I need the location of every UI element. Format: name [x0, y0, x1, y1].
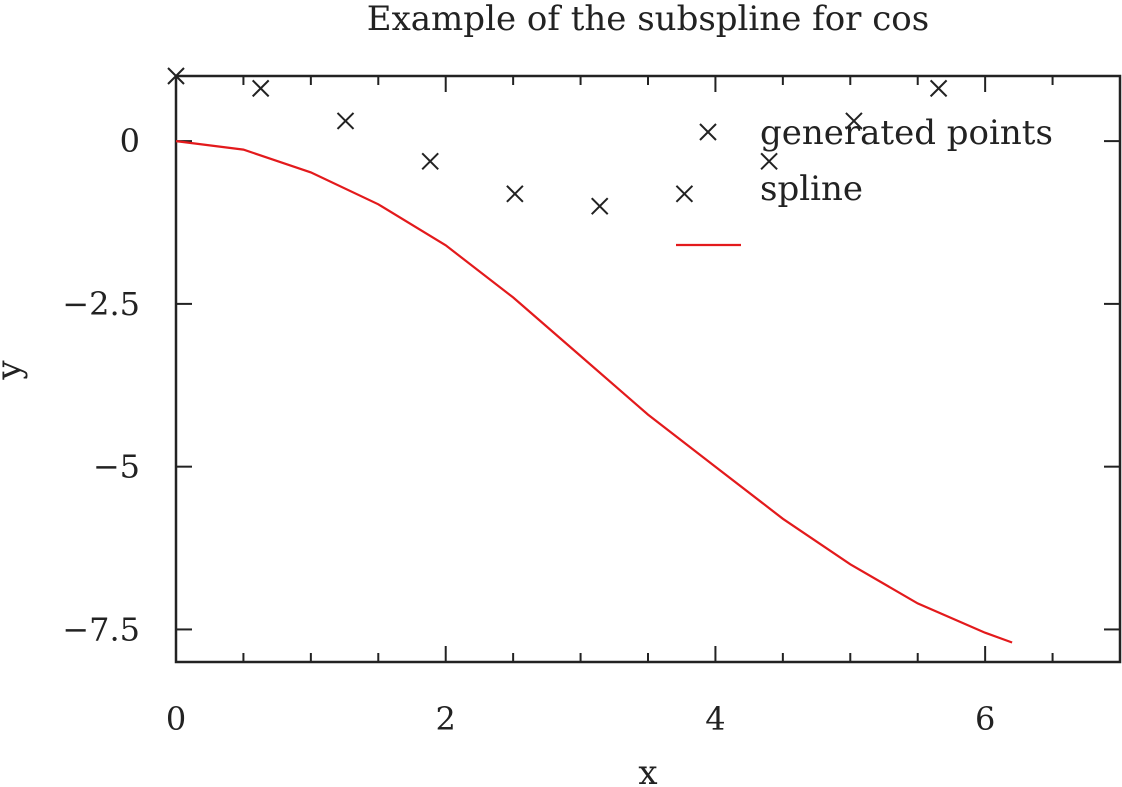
data-point-stroke: [845, 112, 863, 130]
data-point: [167, 67, 185, 85]
x-axis-label: x: [638, 753, 657, 787]
data-point-stroke: [760, 152, 778, 171]
x-tick-label: 2: [436, 700, 456, 738]
data-point: [251, 79, 270, 98]
x-tick-label: 4: [705, 700, 725, 738]
data-point-stroke: [675, 185, 694, 203]
legend: generated points spline: [676, 113, 1053, 247]
y-tick-label: −2.5: [62, 285, 140, 323]
y-tick-label: −7.5: [62, 610, 140, 648]
data-point-stroke: [251, 79, 270, 98]
data-point: [845, 112, 863, 130]
axis-ticks: 0 2 4 6 0 −2.5 −5 −7.5: [62, 76, 1120, 738]
x-tick-label: 0: [166, 700, 186, 738]
legend-label: generated points: [760, 113, 1053, 153]
data-point: [336, 112, 355, 130]
legend-marker-stroke: [699, 123, 717, 141]
data-point: [929, 79, 948, 98]
plot-frame: [174, 74, 1122, 664]
legend-swatch-generated-points: [699, 123, 717, 141]
data-point-stroke: [591, 197, 609, 215]
legend-label: spline: [760, 169, 863, 209]
data-point-stroke: [929, 79, 948, 98]
data-point: [506, 185, 524, 203]
data-point-stroke: [421, 152, 439, 171]
x-tick-label: 6: [975, 700, 995, 738]
y-tick-label: −5: [93, 448, 140, 486]
data-point: [421, 152, 439, 171]
data-point: [675, 185, 694, 203]
data-point: [760, 152, 778, 171]
data-point-stroke: [167, 67, 185, 85]
data-point: [591, 197, 609, 215]
chart-title: Example of the subspline for cos: [367, 0, 929, 39]
data-point-stroke: [506, 185, 524, 203]
y-axis-label: y: [0, 360, 29, 381]
series-layer: [167, 67, 1013, 644]
spline-line: [175, 140, 1013, 644]
y-tick-label: 0: [120, 122, 140, 160]
data-point-stroke: [336, 112, 355, 130]
